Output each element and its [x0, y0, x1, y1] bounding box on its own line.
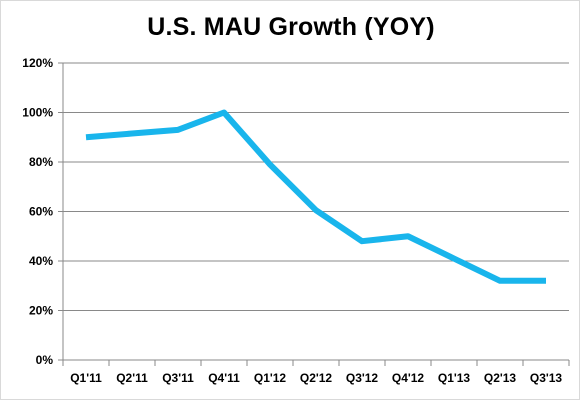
y-tick-label: 120%: [22, 56, 53, 70]
data-point: [132, 133, 133, 134]
data-point: [546, 280, 547, 281]
x-tick-label: Q3'12: [346, 371, 379, 385]
data-point: [86, 137, 87, 138]
x-tick-label: Q1'13: [438, 371, 471, 385]
y-tick-label: 100%: [22, 106, 53, 120]
data-point: [500, 280, 501, 281]
x-tick-label: Q4'11: [208, 371, 240, 385]
series-line: [85, 109, 546, 284]
y-tick-label: 80%: [29, 155, 53, 169]
x-tick-label: Q2'11: [116, 371, 148, 385]
data-point: [362, 241, 363, 242]
x-tick-label: Q2'12: [300, 371, 333, 385]
y-tick-label: 20%: [29, 304, 53, 318]
x-tick-label: Q3'13: [530, 371, 563, 385]
x-tick-label: Q4'12: [392, 371, 425, 385]
x-tick-label: Q3'11: [162, 371, 194, 385]
chart-title: U.S. MAU Growth (YOY): [147, 13, 435, 41]
data-point: [270, 164, 271, 165]
data-point: [224, 112, 225, 113]
x-tick-label: Q2'13: [484, 371, 517, 385]
y-tick-label: 60%: [29, 205, 53, 219]
y-tick-label: 40%: [29, 254, 53, 268]
x-tick-label: Q1'12: [254, 371, 287, 385]
data-point: [316, 210, 317, 211]
data-point: [178, 129, 179, 130]
data-point: [408, 236, 409, 237]
x-tick-label: Q1'11: [70, 371, 102, 385]
data-point: [454, 258, 455, 259]
y-tick-label: 0%: [36, 353, 54, 367]
